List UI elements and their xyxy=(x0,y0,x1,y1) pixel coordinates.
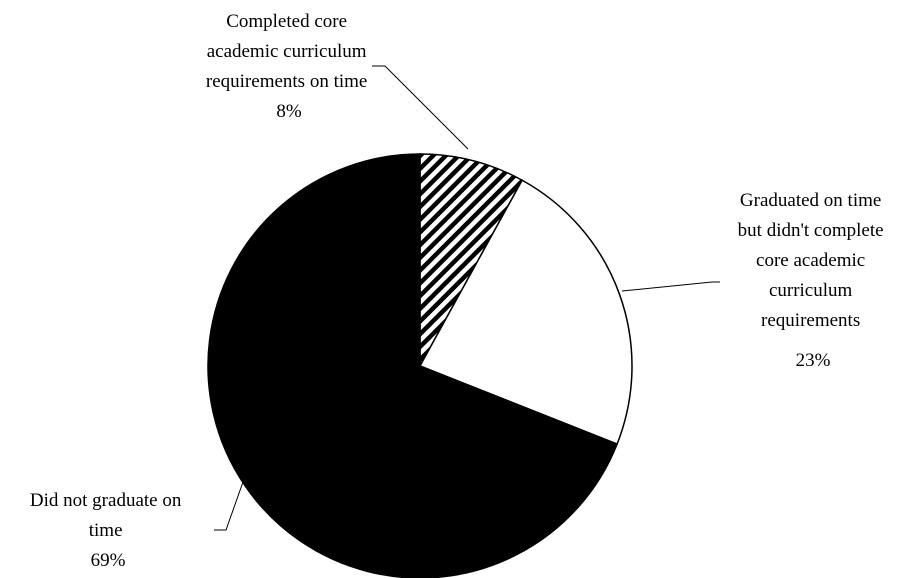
slice-label-did-not-graduate: Did not graduate on time 69% xyxy=(30,490,186,571)
pie-slice-graduated-on-time xyxy=(418,179,633,446)
slice-label-line: time xyxy=(89,520,123,541)
slice-label-line: Did not graduate on xyxy=(30,490,182,511)
slice-percent-label: 23% xyxy=(796,350,831,371)
leader-line-did-not-graduate xyxy=(214,481,244,531)
pie-slice-did-not-graduate xyxy=(207,153,619,578)
leader-line-completed-core xyxy=(372,65,469,150)
slice-label-line: Graduated on time xyxy=(740,190,881,211)
slice-label-line: academic curriculum xyxy=(207,41,367,62)
leader-lines xyxy=(214,65,720,531)
slice-label-line: Completed core xyxy=(226,11,347,32)
slice-label-line: but didn't complete xyxy=(738,220,884,241)
slice-percent-label: 8% xyxy=(276,101,302,122)
slice-label-completed-core: Completed core academic curriculum requi… xyxy=(206,11,372,122)
slice-percent-label: 69% xyxy=(91,550,126,571)
pie-slice-completed-core xyxy=(419,153,524,367)
slice-label-graduated-on-time: Graduated on time but didn't complete co… xyxy=(738,190,889,371)
slice-label-line: requirements xyxy=(761,310,860,331)
leader-line-graduated-on-time xyxy=(621,281,720,292)
slice-label-line: curriculum xyxy=(769,280,853,301)
pie-slices xyxy=(207,153,633,578)
slice-label-line: requirements on time xyxy=(206,71,367,92)
slice-label-line: core academic xyxy=(756,250,865,271)
